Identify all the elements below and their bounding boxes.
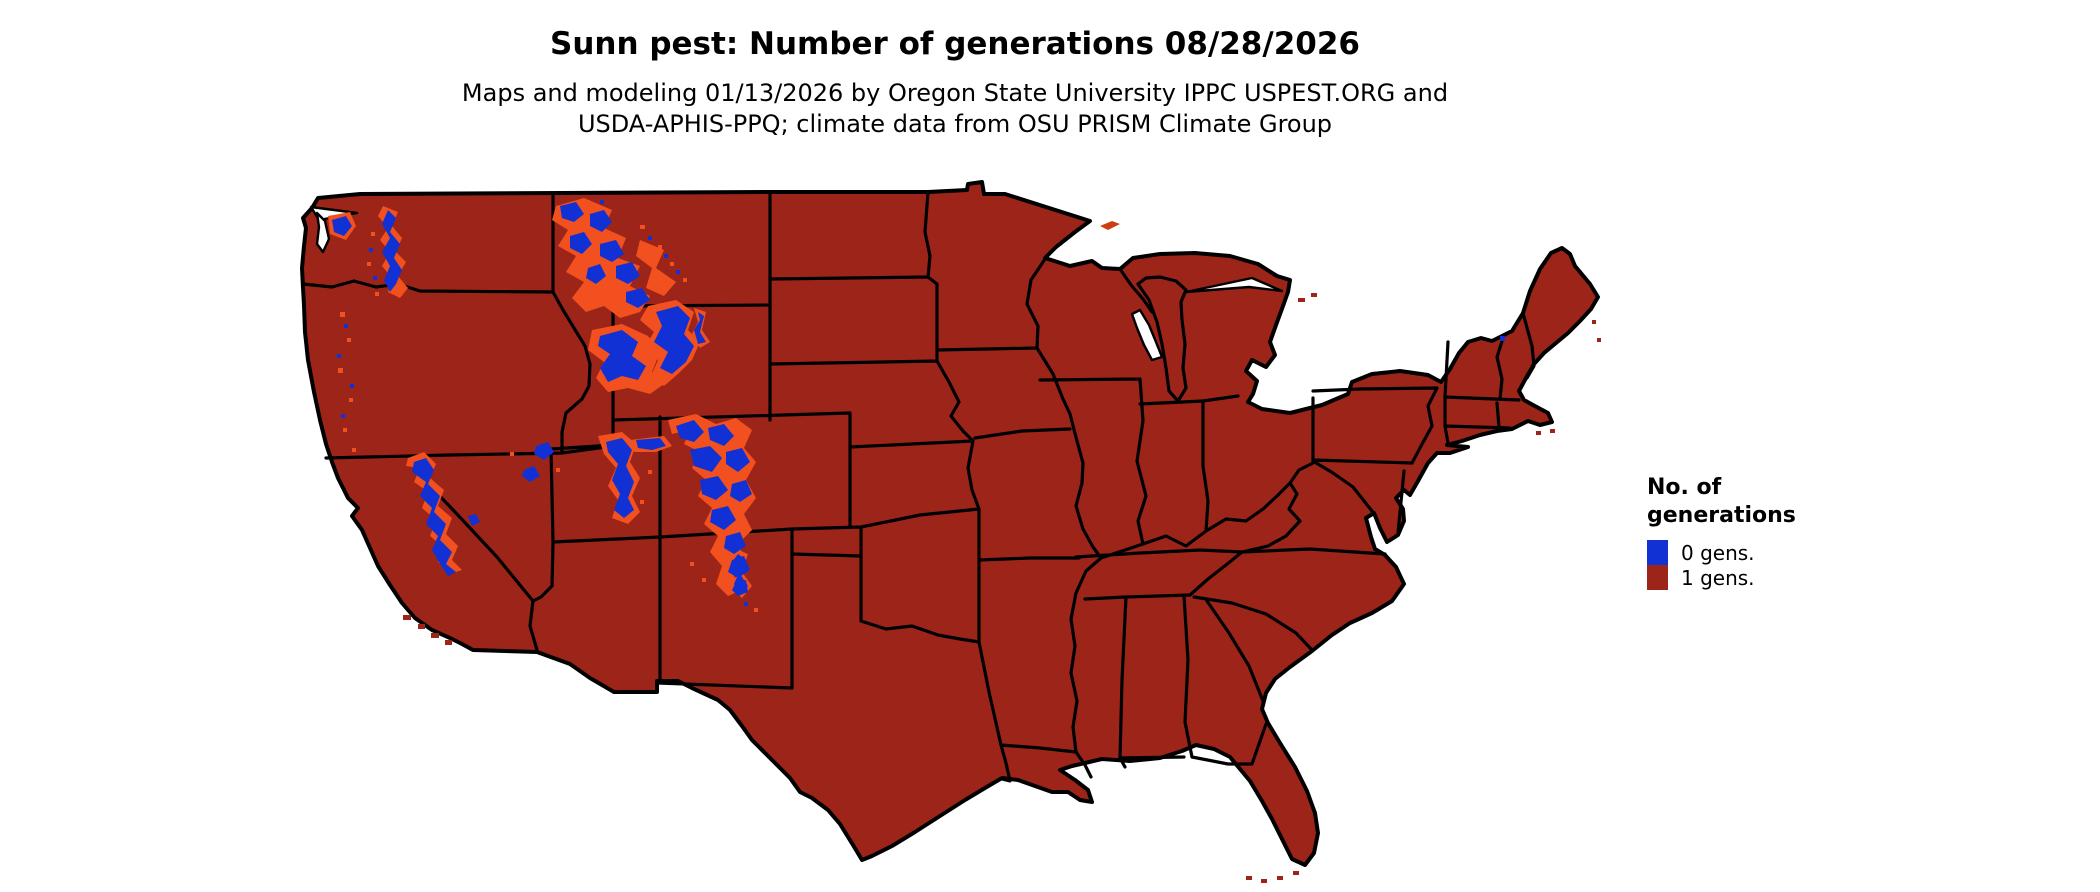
subtitle-line-2: USDA-APHIS-PPQ; climate data from OSU PR… [577,110,1333,138]
legend-item-1-gens: 1 gens. [1647,565,1907,590]
lake-michigan [1136,275,1188,403]
legend-title: No. of generations [1647,474,1907,530]
green-bay [1130,308,1164,362]
legend-title-line-1: No. of [1647,475,1722,500]
white-mountains-spot [1500,336,1505,341]
legend-items: 0 gens. 1 gens. [1647,540,1907,590]
map-subtitle: Maps and modeling 01/13/2026 by Oregon S… [105,78,1805,140]
legend: No. of generations 0 gens. 1 gens. [1647,474,1907,590]
header: Sunn pest: Number of generations 08/28/2… [105,26,1805,140]
map-title: Sunn pest: Number of generations 08/28/2… [550,26,1360,62]
zero-gens-patches [332,200,1505,606]
subtitle-line-1: Maps and modeling 01/13/2026 by Oregon S… [461,79,1449,107]
legend-label-1-gens: 1 gens. [1681,565,1755,590]
conus-outline [300,180,1600,867]
legend-title-line-2: generations [1647,503,1796,528]
isle-royale [1100,221,1120,230]
legend-swatch-0-gens [1647,540,1668,565]
straits-of-mackinac [1184,276,1284,294]
puget-sound [315,211,331,254]
islands [403,293,1601,883]
legend-label-0-gens: 0 gens. [1681,540,1755,565]
legend-item-0-gens: 0 gens. [1647,540,1907,565]
legend-swatch-1-gens [1647,565,1668,590]
